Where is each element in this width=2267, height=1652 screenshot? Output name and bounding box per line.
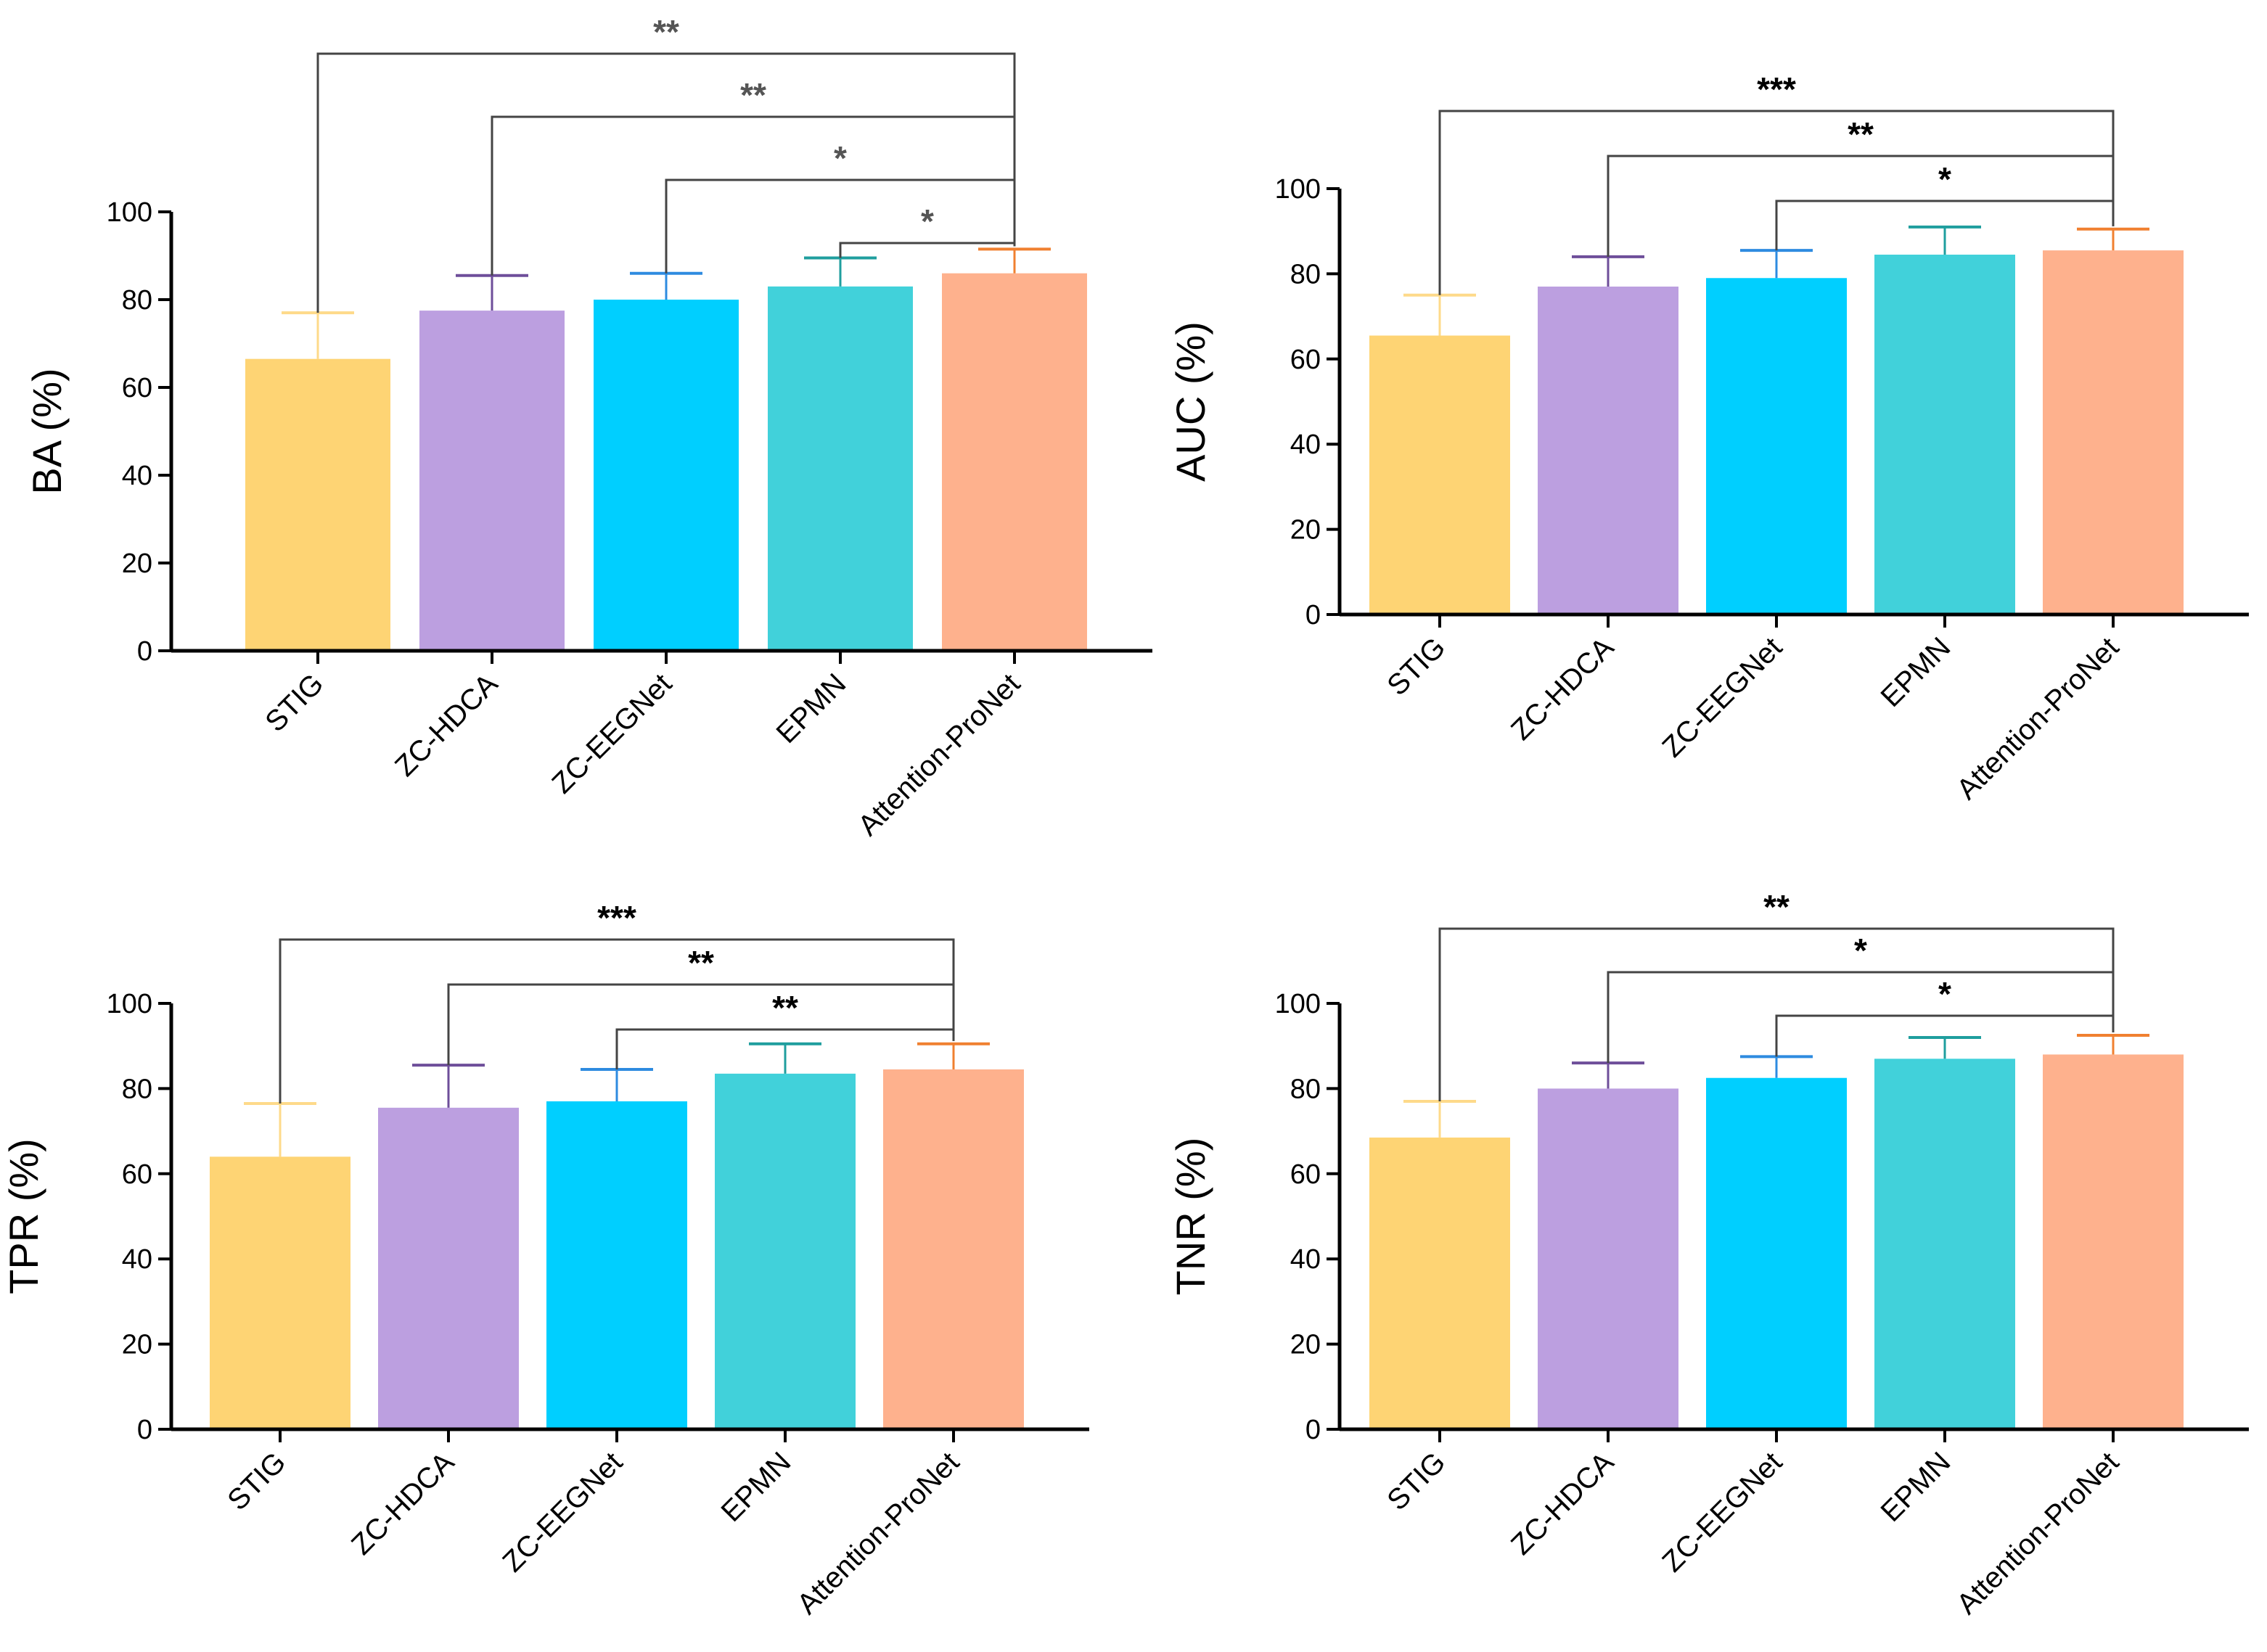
panel-4-significance-label-3: * xyxy=(1938,975,1951,1013)
panel-2-significance-bracket-2 xyxy=(1607,155,2115,257)
panel-1-bar-stig xyxy=(245,358,390,651)
panel-1-y-tick-label-0: 0 xyxy=(137,636,152,667)
panel-3-y-axis-label: TPR (%) xyxy=(1,1138,46,1294)
panel-2-bar-zc-hdca xyxy=(1538,287,1678,615)
panel-4-y-tick-label-60: 60 xyxy=(1290,1159,1321,1190)
panel-4-bar-zc-eegnet xyxy=(1706,1077,1847,1429)
panel-2-bar-epmn xyxy=(1874,254,2015,615)
panel-3-bar-stig xyxy=(210,1156,350,1429)
panel-1-bar-attention-pronet xyxy=(942,273,1087,651)
panel-3-bar-epmn xyxy=(715,1073,856,1429)
panel-3-significance-bracket-3 xyxy=(615,1028,955,1069)
panel-1-bar-zc-hdca xyxy=(419,311,565,651)
panel-1-bar-zc-eegnet xyxy=(594,300,739,651)
panel-2-bar-attention-pronet xyxy=(2043,250,2184,615)
panel-2-y-tick-label-0: 0 xyxy=(1305,600,1321,630)
panel-2-x-tick-label-epmn: EPMN xyxy=(1875,631,1957,713)
panel-4-y-tick-label-100: 100 xyxy=(1275,989,1321,1019)
panel-3-x-tick-label-zc-hdca: ZC-HDCA xyxy=(345,1446,461,1561)
panel-2-significance-bracket-3 xyxy=(1775,200,2115,251)
panel-2-y-tick-label-80: 80 xyxy=(1290,259,1321,289)
panel-1-y-tick-label-60: 60 xyxy=(122,373,152,403)
panel-3-significance-label-2: ** xyxy=(688,944,714,982)
panel-2-y-tick-label-100: 100 xyxy=(1275,174,1321,205)
panel-1-significance-bracket-4 xyxy=(839,242,1016,258)
panel-1-bar-epmn xyxy=(768,286,913,651)
panel-3-y-tick-label-100: 100 xyxy=(107,989,152,1019)
panel-2-significance-label-3: * xyxy=(1938,160,1951,198)
panel-4-significance-label-2: * xyxy=(1854,932,1867,969)
panel-1-x-tick-label-attention-pronet: Attention-ProNet xyxy=(852,667,1026,842)
panel-1-y-tick-label-80: 80 xyxy=(122,285,152,316)
panel-3-x-tick-label-epmn: EPMN xyxy=(716,1446,798,1528)
panel-3-y-tick-label-20: 20 xyxy=(122,1330,152,1360)
panel-3-significance-label-3: ** xyxy=(772,989,798,1027)
panel-3-bar-zc-eegnet xyxy=(546,1101,687,1429)
panel-1-x-tick-label-epmn: EPMN xyxy=(771,667,853,749)
panel-4-x-tick-label-stig: STIG xyxy=(1381,1446,1451,1516)
panel-4-y-tick-label-80: 80 xyxy=(1290,1074,1321,1104)
panel-4-y-tick-label-0: 0 xyxy=(1305,1415,1321,1445)
panel-3-significance-bracket-2 xyxy=(447,983,955,1066)
panel-1-significance-label-3: * xyxy=(834,139,847,177)
panel-2-y-axis-label: AUC (%) xyxy=(1168,321,1213,482)
panel-1-x-tick-label-zc-eegnet: ZC-EEGNet xyxy=(546,667,678,800)
panel-2-x-tick-label-stig: STIG xyxy=(1381,631,1451,702)
panel-1-y-tick-label-20: 20 xyxy=(122,548,152,579)
panel-3-x-tick-label-stig: STIG xyxy=(221,1446,292,1516)
panel-1-significance-label-1: ** xyxy=(653,13,679,51)
panel-3-y-tick-label-80: 80 xyxy=(122,1074,152,1104)
panel-1-significance-bracket-2 xyxy=(491,115,1016,276)
panel-1-y-tick-label-100: 100 xyxy=(107,197,152,228)
panel-1-significance-bracket-3 xyxy=(665,178,1016,274)
panel-4-y-axis-label: TNR (%) xyxy=(1168,1138,1213,1296)
panel-3-y-tick-label-0: 0 xyxy=(137,1415,152,1445)
panel-3-bar-zc-hdca xyxy=(378,1107,519,1429)
panel-1-y-axis-label: BA (%) xyxy=(24,368,70,494)
panel-4-x-tick-label-zc-eegnet: ZC-EEGNet xyxy=(1656,1446,1788,1578)
panel-4-significance-label-1: ** xyxy=(1763,888,1790,926)
panel-4-bar-epmn xyxy=(1874,1059,2015,1429)
panel-4-x-tick-label-attention-pronet: Attention-ProNet xyxy=(1951,1446,2125,1620)
panel-2-y-tick-label-20: 20 xyxy=(1290,515,1321,546)
panel-1-x-tick-label-stig: STIG xyxy=(259,667,329,738)
panel-2-significance-label-1: *** xyxy=(1757,70,1796,108)
panel-3-x-tick-label-attention-pronet: Attention-ProNet xyxy=(791,1446,965,1620)
panel-2-bar-zc-eegnet xyxy=(1706,278,1847,615)
panel-2-bar-stig xyxy=(1369,335,1510,615)
panel-3-bar-attention-pronet xyxy=(883,1069,1024,1429)
panel-3-x-tick-label-zc-eegnet: ZC-EEGNet xyxy=(496,1446,628,1578)
panel-3-y-tick-label-40: 40 xyxy=(122,1244,152,1275)
panel-4-x-tick-label-zc-hdca: ZC-HDCA xyxy=(1505,1446,1620,1561)
panel-2-y-tick-label-60: 60 xyxy=(1290,345,1321,375)
panel-1-y-tick-label-40: 40 xyxy=(122,461,152,491)
panel-4-x-tick-label-epmn: EPMN xyxy=(1875,1446,1957,1528)
panel-4-significance-bracket-3 xyxy=(1775,1014,2115,1057)
panel-1-x-tick-label-zc-hdca: ZC-HDCA xyxy=(389,667,504,783)
panel-3-significance-label-1: *** xyxy=(597,899,636,937)
panel-4-y-tick-label-40: 40 xyxy=(1290,1244,1321,1275)
panel-2-y-tick-label-40: 40 xyxy=(1290,430,1321,460)
panel-4-bar-stig xyxy=(1369,1137,1510,1429)
panel-4-bar-attention-pronet xyxy=(2043,1054,2184,1429)
panel-2-x-tick-label-zc-eegnet: ZC-EEGNet xyxy=(1656,631,1788,763)
panel-2-significance-label-2: ** xyxy=(1848,115,1874,153)
panel-4-significance-bracket-2 xyxy=(1607,971,2115,1064)
panel-1-significance-label-4: * xyxy=(921,202,934,240)
panel-1-significance-label-2: ** xyxy=(740,76,766,114)
panel-3-y-tick-label-60: 60 xyxy=(122,1159,152,1190)
panel-2-x-tick-label-attention-pronet: Attention-ProNet xyxy=(1951,631,2125,805)
panel-2-x-tick-label-zc-hdca: ZC-HDCA xyxy=(1505,631,1620,747)
panel-4-y-tick-label-20: 20 xyxy=(1290,1330,1321,1360)
panel-4-bar-zc-hdca xyxy=(1538,1088,1678,1429)
